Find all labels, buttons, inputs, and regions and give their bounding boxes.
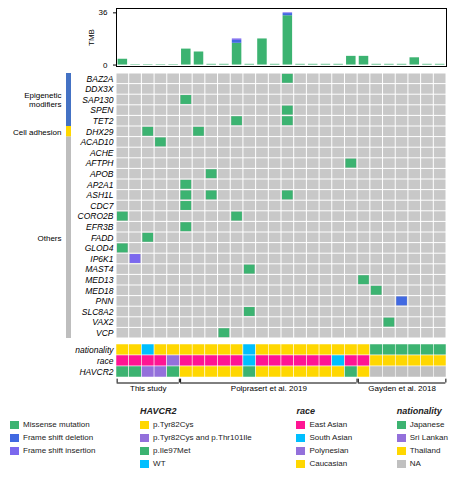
svg-text:VCP: VCP (96, 328, 114, 338)
html-text:HAVCR2: HAVCR2 (140, 406, 177, 416)
svg-text:AFTPH: AFTPH (85, 158, 115, 168)
html-text:Frame shift deletion: Frame shift deletion (23, 433, 94, 442)
html-text:p.Tyr82Cys: p.Tyr82Cys (153, 420, 194, 429)
svg-text:APOB: APOB (89, 169, 114, 179)
svg-text:Epigeneticmodifiers: Epigeneticmodifiers (24, 91, 61, 109)
svg-text:CORO2B: CORO2B (78, 211, 114, 221)
html-text:race: race (296, 406, 315, 416)
svg-text:This study: This study (130, 384, 166, 393)
html-text:p.Ile97Met: p.Ile97Met (153, 446, 191, 455)
html-text:WT: WT (153, 459, 166, 468)
html-text:South Asian: South Asian (309, 433, 353, 442)
svg-text:36: 36 (99, 8, 108, 17)
svg-text:TET2: TET2 (93, 116, 114, 126)
svg-text:Cell adhesion: Cell adhesion (13, 128, 61, 137)
html-text:Polynesian: Polynesian (309, 446, 349, 455)
svg-text:CDC7: CDC7 (90, 201, 113, 211)
svg-text:Polprasert et al. 2019: Polprasert et al. 2019 (231, 384, 308, 393)
svg-text:TMB: TMB (87, 29, 96, 46)
svg-text:race: race (97, 356, 114, 366)
svg-text:MAST4: MAST4 (85, 264, 114, 274)
svg-text:GLOD4: GLOD4 (85, 243, 114, 253)
svg-text:VAX2: VAX2 (92, 317, 114, 327)
svg-text:ASH1L: ASH1L (86, 190, 114, 200)
html-text:nationality: nationality (396, 406, 442, 416)
svg-text:ACHE: ACHE (89, 148, 114, 158)
svg-text:nationality: nationality (75, 345, 114, 355)
svg-text:BAZ2A: BAZ2A (87, 74, 114, 84)
svg-text:DDX3X: DDX3X (85, 84, 114, 94)
html-text:Missense mutation: Missense mutation (23, 420, 90, 429)
html-text:Sri Lankan: Sri Lankan (409, 433, 448, 442)
svg-text:EFR3B: EFR3B (86, 222, 114, 232)
svg-text:Gayden et al. 2018: Gayden et al. 2018 (368, 384, 436, 393)
html-text:Caucasian: Caucasian (309, 459, 348, 468)
svg-text:PNN: PNN (96, 296, 115, 306)
svg-text:SAP130: SAP130 (82, 95, 113, 105)
svg-text:MED13: MED13 (85, 275, 114, 285)
svg-text:HAVCR2: HAVCR2 (79, 367, 113, 377)
svg-text:AP2A1: AP2A1 (86, 180, 114, 190)
html-text:NA: NA (409, 459, 421, 468)
html-text:Frame shift insertion: Frame shift insertion (23, 446, 96, 455)
html-text:p.Tyr82Cys and p.Thr101Ile: p.Tyr82Cys and p.Thr101Ile (153, 433, 252, 442)
svg-text:ACAD10: ACAD10 (79, 137, 113, 147)
svg-text:SPEN: SPEN (90, 105, 114, 115)
html-text:Thailand: Thailand (409, 446, 441, 455)
svg-text:SLC8A2: SLC8A2 (82, 307, 114, 317)
svg-text:Others: Others (37, 234, 61, 243)
svg-text:MED18: MED18 (85, 286, 114, 296)
svg-text:DHX29: DHX29 (86, 127, 114, 137)
svg-text:0: 0 (103, 61, 108, 70)
html-text:Japanese: Japanese (409, 420, 445, 429)
html-text:East Asian: East Asian (309, 420, 348, 429)
svg-text:FADD: FADD (91, 233, 114, 243)
svg-text:IP6K1: IP6K1 (90, 254, 113, 264)
